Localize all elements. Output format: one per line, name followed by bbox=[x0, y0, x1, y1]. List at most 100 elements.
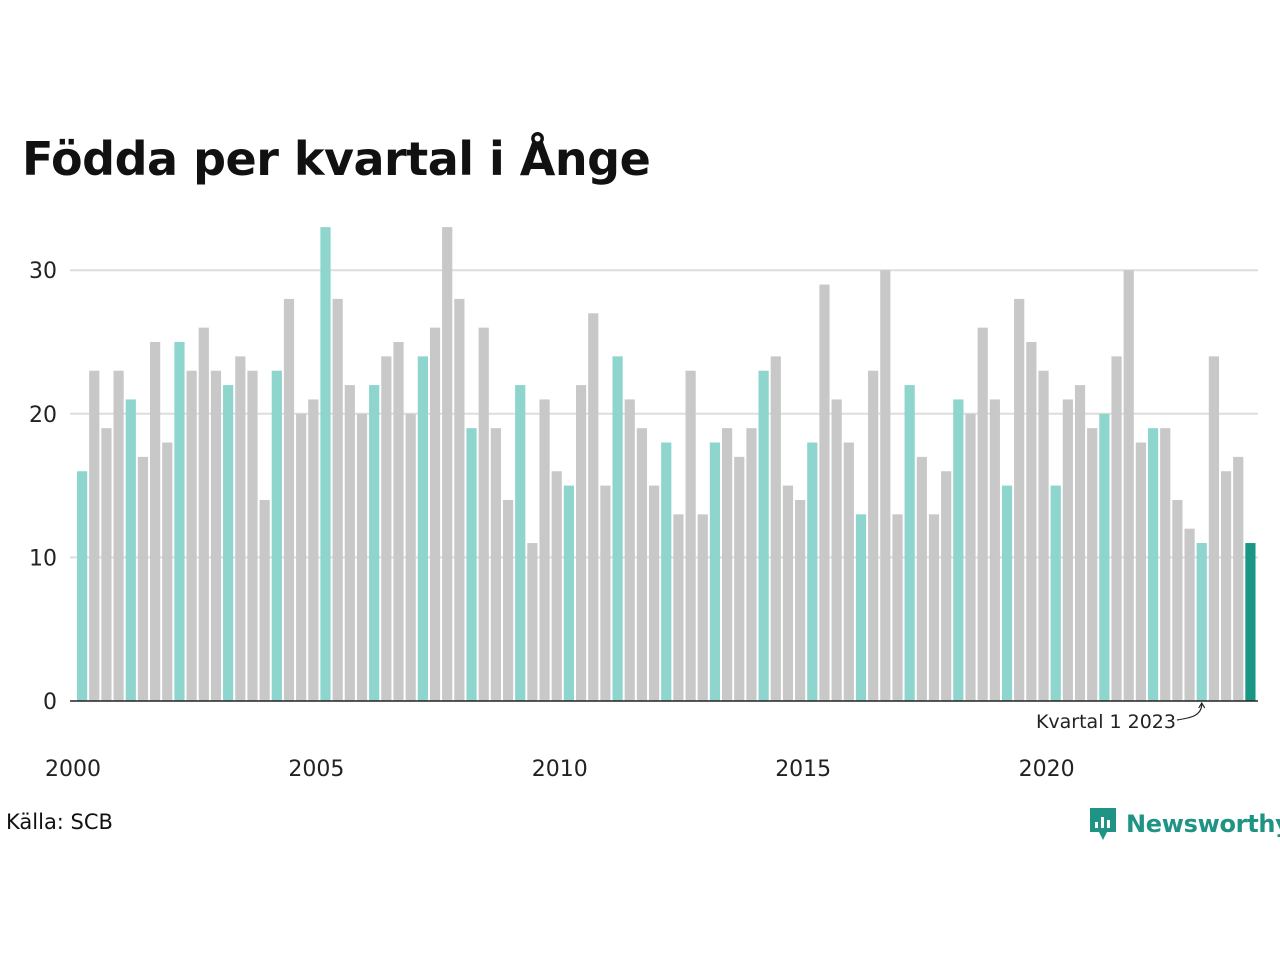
bar bbox=[125, 399, 136, 701]
brand-name: Newsworthy bbox=[1126, 810, 1280, 838]
bar bbox=[928, 514, 940, 701]
y-axis-ticks: 0 10 20 30 bbox=[29, 259, 57, 715]
bar bbox=[527, 543, 538, 701]
bar bbox=[575, 385, 587, 701]
bar bbox=[831, 399, 842, 701]
bar bbox=[344, 385, 355, 701]
bar bbox=[1074, 385, 1086, 701]
bars bbox=[77, 227, 1256, 701]
bar bbox=[1111, 356, 1122, 701]
bar bbox=[819, 284, 830, 701]
bar bbox=[624, 399, 635, 701]
bar bbox=[636, 428, 648, 701]
bar bbox=[1245, 543, 1256, 701]
bar bbox=[588, 313, 599, 701]
bar bbox=[916, 456, 927, 701]
bar bbox=[1135, 442, 1146, 701]
bar bbox=[1220, 471, 1232, 701]
x-axis-ticks: 2000 2005 2010 2015 2020 bbox=[45, 757, 1075, 782]
bar bbox=[332, 298, 343, 701]
bar bbox=[1147, 428, 1159, 701]
bar bbox=[648, 485, 660, 701]
y-tick-label: 20 bbox=[29, 403, 57, 428]
bar bbox=[539, 399, 550, 701]
bar bbox=[1050, 485, 1061, 701]
annotation: Kvartal 1 2023 bbox=[1036, 701, 1206, 733]
bar bbox=[210, 370, 222, 701]
bar bbox=[904, 385, 915, 701]
bar bbox=[795, 499, 806, 701]
newsworthy-logo-icon bbox=[1090, 808, 1116, 840]
annotation-arrowhead bbox=[1198, 701, 1206, 709]
bar bbox=[941, 471, 952, 701]
bar bbox=[162, 442, 173, 701]
bar bbox=[137, 456, 149, 701]
bar bbox=[758, 370, 769, 701]
bar bbox=[843, 442, 854, 701]
bar bbox=[807, 442, 818, 701]
bar bbox=[782, 485, 794, 701]
bar bbox=[101, 428, 112, 701]
bar bbox=[685, 370, 696, 701]
bar bbox=[393, 342, 404, 701]
source-note: Källa: SCB bbox=[6, 810, 113, 834]
x-tick-label: 2015 bbox=[775, 757, 831, 782]
x-tick-label: 2020 bbox=[1019, 757, 1075, 782]
chart-title: Födda per kvartal i Ånge bbox=[22, 132, 651, 186]
bar bbox=[770, 356, 781, 701]
bar bbox=[1038, 370, 1049, 701]
x-tick-label: 2005 bbox=[288, 757, 344, 782]
bar bbox=[89, 370, 100, 701]
bar bbox=[1014, 298, 1025, 701]
y-tick-label: 30 bbox=[29, 259, 57, 284]
bar bbox=[198, 327, 209, 701]
bar bbox=[1233, 456, 1244, 701]
bar bbox=[490, 428, 501, 701]
bar bbox=[174, 342, 185, 701]
bar bbox=[296, 413, 307, 701]
bar bbox=[1184, 528, 1195, 701]
x-tick-label: 2000 bbox=[45, 757, 101, 782]
bar bbox=[308, 399, 319, 701]
bar bbox=[247, 370, 258, 701]
bar bbox=[454, 298, 465, 701]
bar bbox=[977, 327, 988, 701]
bar bbox=[478, 327, 489, 701]
bar bbox=[356, 413, 368, 701]
bar bbox=[709, 442, 721, 701]
bar bbox=[1196, 543, 1207, 701]
bar bbox=[612, 356, 623, 701]
bar bbox=[1099, 413, 1110, 701]
bar bbox=[746, 428, 757, 701]
bar bbox=[661, 442, 672, 701]
bar bbox=[235, 356, 246, 701]
bar bbox=[1001, 485, 1013, 701]
x-tick-label: 2010 bbox=[532, 757, 588, 782]
bar bbox=[1160, 428, 1171, 701]
bar bbox=[1123, 270, 1134, 701]
bar bbox=[1026, 342, 1037, 701]
bar bbox=[186, 370, 197, 701]
bar bbox=[734, 456, 745, 701]
brand-logo: Newsworthy bbox=[1088, 804, 1280, 844]
bar-chart: 0 10 20 30 2000 2005 2010 2015 2020 Kvartal 1 2… bbox=[29, 227, 1258, 782]
bar bbox=[880, 270, 891, 701]
bar bbox=[697, 514, 708, 701]
bar bbox=[320, 227, 331, 701]
bar bbox=[989, 399, 1000, 701]
bar bbox=[77, 471, 88, 701]
bar bbox=[1062, 399, 1073, 701]
y-tick-label: 10 bbox=[29, 546, 57, 571]
bar bbox=[113, 370, 124, 701]
bar bbox=[150, 342, 161, 701]
annotation-arrow bbox=[1176, 703, 1203, 721]
bar bbox=[855, 514, 867, 701]
bar bbox=[722, 428, 733, 701]
bar bbox=[502, 499, 514, 701]
bar bbox=[868, 370, 879, 701]
bar bbox=[223, 385, 234, 701]
bar bbox=[417, 356, 428, 701]
bar bbox=[1087, 428, 1098, 701]
bar bbox=[1172, 499, 1183, 701]
bar bbox=[965, 413, 976, 701]
